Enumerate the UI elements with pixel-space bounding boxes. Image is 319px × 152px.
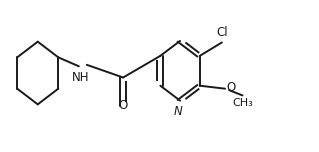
Text: NH: NH [72,71,89,84]
Text: O: O [226,81,235,94]
Text: CH₃: CH₃ [233,98,254,108]
Text: O: O [119,99,128,112]
Text: N: N [174,105,183,118]
Text: Cl: Cl [217,26,228,39]
